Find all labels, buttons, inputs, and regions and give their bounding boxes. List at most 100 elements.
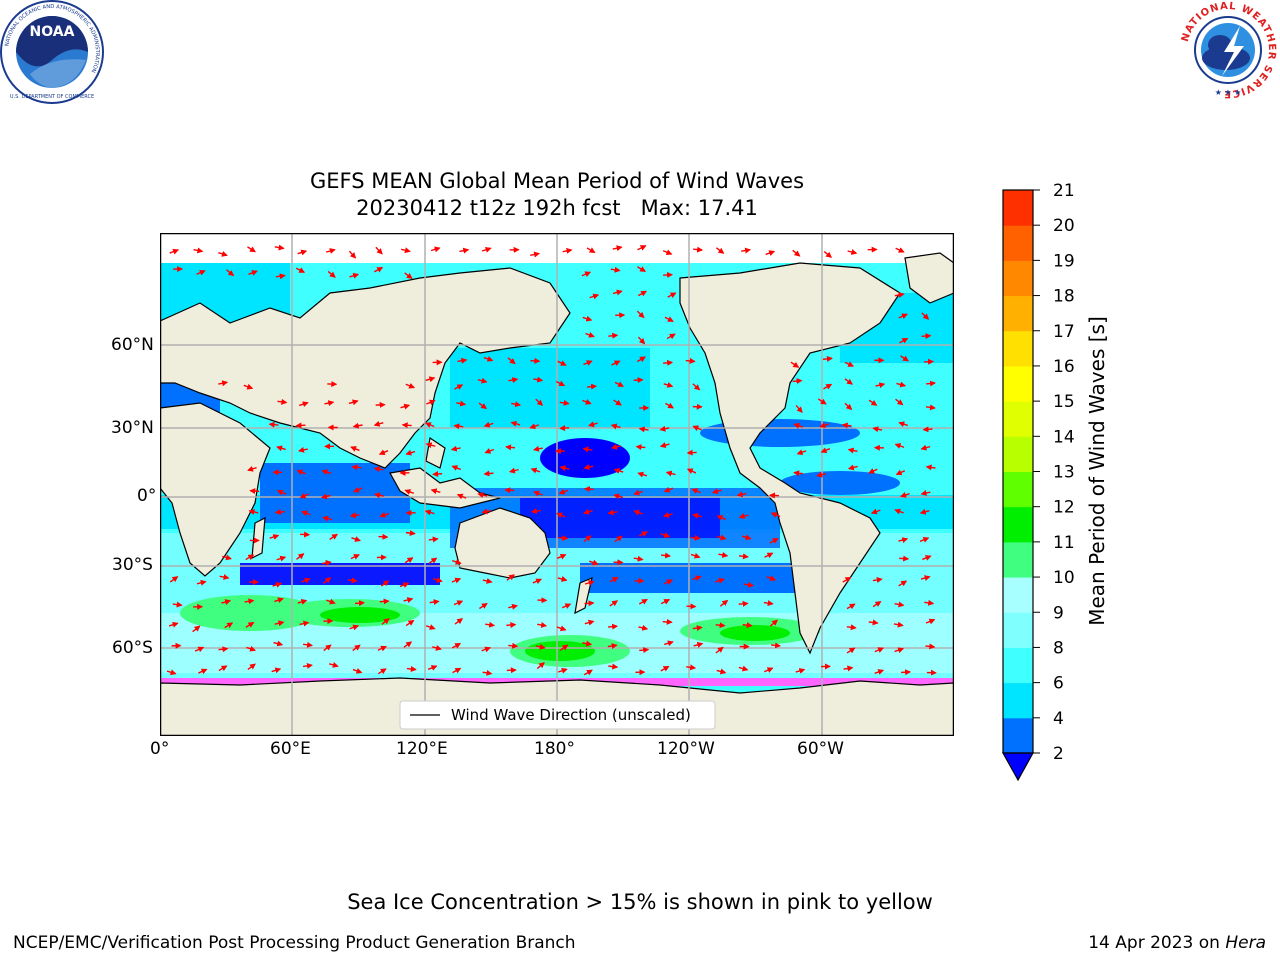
- wave-arrow: [244, 598, 255, 605]
- wave-arrow: [581, 271, 592, 277]
- wave-arrow: [483, 356, 494, 362]
- colorbar-block: [1003, 401, 1033, 437]
- wave-arrow: [660, 532, 671, 538]
- wave-arrow: [608, 623, 619, 630]
- wave-arrow: [401, 422, 412, 429]
- wave-arrow: [895, 247, 905, 253]
- wave-arrow: [690, 552, 701, 559]
- wave-arrow: [582, 315, 593, 322]
- grid: [160, 233, 954, 736]
- wave-arrow: [583, 360, 593, 366]
- wave-arrow: [663, 359, 674, 366]
- wave-arrow: [424, 422, 435, 428]
- wave-arrow: [248, 270, 258, 276]
- wave-arrow: [893, 621, 904, 628]
- wave-arrow: [562, 247, 573, 254]
- wave-arrow: [715, 622, 726, 629]
- wave-arrow: [637, 290, 648, 297]
- wave-arrow: [485, 621, 496, 628]
- wave-arrow: [450, 445, 461, 452]
- x-tick-60w: 60°W: [797, 739, 844, 759]
- wave-arrow: [530, 251, 541, 258]
- wave-arrow: [587, 383, 598, 390]
- wave-arrow: [243, 383, 254, 390]
- wave-arrow: [666, 333, 676, 340]
- wave-arrow: [924, 599, 935, 606]
- wave-arrow: [662, 249, 673, 256]
- wave-arrow: [769, 538, 779, 544]
- wave-arrow: [425, 376, 436, 383]
- colorbar-block: [1003, 717, 1033, 754]
- wave-arrow: [638, 598, 648, 605]
- wave-arrow: [530, 357, 541, 364]
- wave-arrow: [406, 666, 417, 672]
- wave-arrow: [274, 244, 285, 251]
- wave-arrow: [691, 488, 701, 494]
- wind-wave-arrows: [166, 244, 937, 676]
- wave-arrow: [589, 293, 600, 300]
- wave-arrow: [714, 577, 725, 584]
- wave-arrow: [844, 402, 853, 411]
- wave-arrow: [872, 601, 882, 608]
- colorbar-label: Mean Period of Wind Waves [s]: [1085, 316, 1109, 626]
- wave-arrow: [218, 251, 228, 257]
- colorbar-tick-label: 4: [1053, 709, 1064, 729]
- wave-arrow: [511, 401, 522, 408]
- colorbar-block: [1003, 506, 1033, 543]
- wave-arrow: [295, 267, 306, 273]
- wave-arrow: [609, 576, 619, 583]
- nws-stars: ★ ★ ★: [1215, 88, 1242, 97]
- footer-machine: Hera: [1225, 933, 1266, 953]
- wave-arrow: [430, 488, 441, 495]
- x-tick-120w: 120°W: [657, 739, 715, 759]
- wave-arrow: [846, 624, 857, 631]
- noaa-logo: NOAA NATIONAL OCEANIC AND ATMOSPHERIC AD…: [0, 0, 104, 104]
- colorbar-block: [1003, 330, 1033, 367]
- wave-arrow: [377, 668, 387, 675]
- wave-arrow: [686, 468, 697, 475]
- wave-arrow: [661, 552, 672, 559]
- colorbar-block: [1003, 612, 1033, 648]
- wave-arrow: [557, 576, 568, 582]
- wave-arrow: [352, 422, 363, 429]
- wave-arrow: [322, 577, 332, 584]
- wave-arrow: [559, 399, 570, 406]
- wave-arrow: [245, 621, 255, 628]
- wave-arrow: [841, 422, 852, 429]
- wave-arrow: [763, 667, 774, 673]
- wave-arrow: [481, 646, 492, 653]
- wave-arrow: [894, 508, 904, 515]
- wave-arrow: [481, 508, 492, 515]
- wave-arrow: [430, 246, 441, 253]
- wave-arrow: [844, 361, 855, 367]
- wave-arrow: [664, 316, 674, 322]
- wave-arrow: [610, 266, 621, 273]
- title-line-1: GEFS MEAN Global Mean Period of Wind Wav…: [309, 169, 805, 193]
- wave-arrow: [556, 512, 566, 519]
- wave-arrow: [868, 468, 878, 474]
- wave-arrow: [508, 603, 519, 610]
- y-tick-60n: 60°N: [111, 335, 154, 355]
- wave-arrow: [299, 620, 310, 627]
- wave-arrow: [425, 442, 436, 449]
- wave-arrow: [510, 420, 521, 427]
- colorbar-tick-label: 17: [1053, 322, 1075, 342]
- wave-arrow: [793, 423, 804, 429]
- wave-arrow: [559, 465, 570, 472]
- wave-arrow: [558, 667, 568, 674]
- wave-arrow: [353, 486, 363, 493]
- wave-arrow: [246, 645, 256, 652]
- wave-arrow: [771, 642, 782, 649]
- wave-arrow: [894, 443, 905, 449]
- wave-arrow: [921, 333, 932, 340]
- wave-arrow: [457, 357, 468, 364]
- wave-arrow: [665, 402, 675, 409]
- colorbar-block: [1003, 647, 1033, 684]
- wave-arrow: [639, 647, 650, 654]
- wave-arrow: [273, 640, 284, 647]
- wave-arrow: [823, 251, 833, 258]
- wave-arrow: [583, 508, 593, 515]
- wave-period-map: Wind Wave Direction (unscaled): [160, 233, 954, 736]
- colorbar-tick-label: 15: [1053, 392, 1075, 412]
- wave-arrow: [506, 622, 517, 628]
